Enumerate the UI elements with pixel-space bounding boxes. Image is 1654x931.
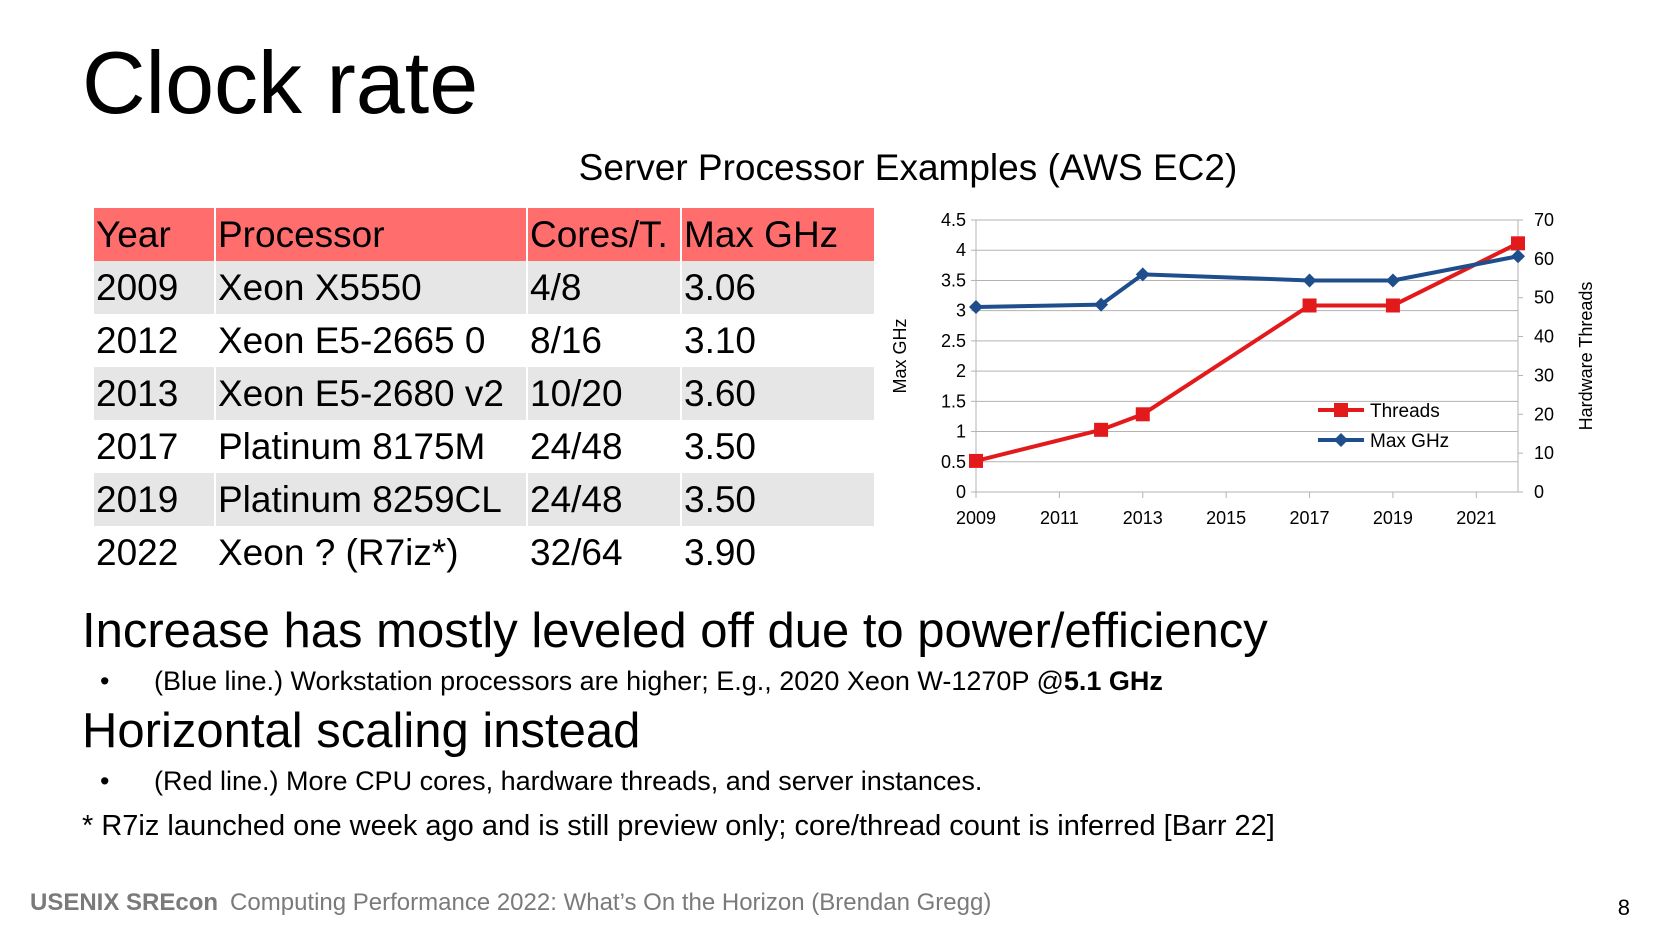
y-right-tick-label: 30 [1534,365,1554,385]
cell-processor: Xeon X5550 [216,261,526,314]
cell-year: 2019 [94,473,214,526]
y-tick-label: 1.5 [941,391,966,411]
header-max-ghz: Max GHz [682,208,874,261]
table-row: 2019 Platinum 8259CL 24/48 3.50 [94,473,874,526]
data-point-max-ghz [1135,267,1150,282]
bullet-text: (Blue line.) Workstation processors are … [154,666,1064,696]
y-right-axis-label: Hardware Threads [1576,282,1596,431]
cell-year: 2013 [94,367,214,420]
bullet-red-line: • (Red line.) More CPU cores, hardware th… [100,764,982,798]
data-point-threads [1385,298,1400,313]
cell-year: 2009 [94,261,214,314]
data-point-threads [1302,298,1317,313]
bullet-text: (Red line.) More CPU cores, hardware thr… [154,766,983,796]
cell-max-ghz: 3.60 [682,367,874,420]
footnote: * R7iz launched one week ago and is stil… [82,810,1275,842]
y-right-tick-label: 70 [1534,210,1554,230]
cell-processor: Xeon E5-2680 v2 [216,367,526,420]
y-axis-label: Max GHz [890,318,910,393]
cell-cores: 10/20 [528,367,680,420]
y-tick-label: 2 [956,361,966,381]
page-number: 8 [1617,895,1630,920]
heading-horizontal-scaling: Horizontal scaling instead [82,704,641,758]
series-line-threads [975,241,1519,463]
cell-processor: Xeon ? (R7iz*) [216,526,526,579]
cell-processor: Platinum 8175M [216,420,526,473]
bullet-blue-line: • (Blue line.) Workstation processors are… [100,664,1163,698]
series-line-max-ghz [975,254,1519,310]
processor-table: Year Processor Cores/T. Max GHz 2009 Xeo… [92,208,876,579]
legend-label: Threads [1370,401,1440,422]
data-point-threads [1511,236,1525,251]
cell-cores: 24/48 [528,420,680,473]
cell-cores: 4/8 [528,261,680,314]
y-right-tick-label: 40 [1534,327,1554,347]
legend-marker [1334,433,1348,447]
cell-processor: Platinum 8259CL [216,473,526,526]
table-row: 2022 Xeon ? (R7iz*) 32/64 3.90 [94,526,874,579]
table-header-row: Year Processor Cores/T. Max GHz [94,208,874,261]
slide-title: Clock rate [82,33,479,132]
cell-year: 2022 [94,526,214,579]
legend-label: Max GHz [1370,431,1449,452]
cell-max-ghz: 3.50 [682,473,874,526]
x-tick-label: 2013 [1123,508,1163,528]
bullet-bold-value: 5.1 GHz [1063,666,1163,696]
heading-leveled-off: Increase has mostly leveled off due to p… [82,604,1268,658]
y-right-tick-label: 60 [1534,249,1554,269]
header-cores: Cores/T. [528,208,680,261]
y-tick-label: 4.5 [941,210,966,230]
table-row: 2012 Xeon E5-2665 0 8/16 3.10 [94,314,874,367]
legend-marker [1334,403,1348,417]
data-point-max-ghz [969,300,983,315]
x-tick-label: 2011 [1040,508,1079,528]
data-point-threads [1094,422,1109,437]
footer-text: Computing Performance 2022: What’s On th… [230,889,992,916]
footer-brand: USENIX SREcon [30,889,219,916]
cell-max-ghz: 3.50 [682,420,874,473]
x-tick-label: 2015 [1206,508,1246,528]
table-row: 2017 Platinum 8175M 24/48 3.50 [94,420,874,473]
cell-max-ghz: 3.10 [682,314,874,367]
y-right-tick-label: 10 [1534,443,1554,463]
cell-cores: 32/64 [528,526,680,579]
header-year: Year [94,208,214,261]
data-point-threads [1135,407,1150,422]
cell-cores: 8/16 [528,314,680,367]
cell-cores: 24/48 [528,473,680,526]
y-tick-label: 4 [956,240,966,260]
y-right-tick-label: 0 [1534,482,1544,502]
x-tick-label: 2009 [956,508,996,528]
bullet-marker: • [100,766,110,796]
x-tick-label: 2019 [1373,508,1413,528]
cell-year: 2012 [94,314,214,367]
y-tick-label: 1 [956,422,966,442]
bullet-marker: • [100,666,110,696]
y-right-tick-label: 50 [1534,288,1554,308]
y-tick-label: 3.5 [941,270,966,290]
y-tick-label: 3 [956,301,966,321]
cell-max-ghz: 3.06 [682,261,874,314]
cell-year: 2017 [94,420,214,473]
table-row: 2013 Xeon E5-2680 v2 10/20 3.60 [94,367,874,420]
header-processor: Processor [216,208,526,261]
data-point-max-ghz [1094,297,1109,312]
y-tick-label: 0.5 [941,452,966,472]
footer: USENIX SREcon Computing Performance 2022:… [30,888,991,918]
data-point-max-ghz [1385,273,1400,288]
processor-chart: 0 0.5 1 1.5 2 2.5 3 3.5 4 4.5 0 10 20 30 40 50 60 70 2009 2… [890,210,1596,528]
cell-processor: Xeon E5-2665 0 [216,314,526,367]
data-point-max-ghz [1302,273,1317,288]
cell-max-ghz: 3.90 [682,526,874,579]
chart-subtitle: Server Processor Examples (AWS EC2) [578,147,1238,188]
y-right-tick-label: 20 [1534,404,1554,424]
y-tick-label: 2.5 [941,331,966,351]
table-row: 2009 Xeon X5550 4/8 3.06 [94,261,874,314]
data-point-max-ghz [1511,249,1525,264]
x-tick-label: 2017 [1290,508,1330,528]
x-tick-label: 2021 [1456,508,1496,528]
y-tick-label: 0 [956,482,966,502]
data-point-threads [969,453,983,468]
